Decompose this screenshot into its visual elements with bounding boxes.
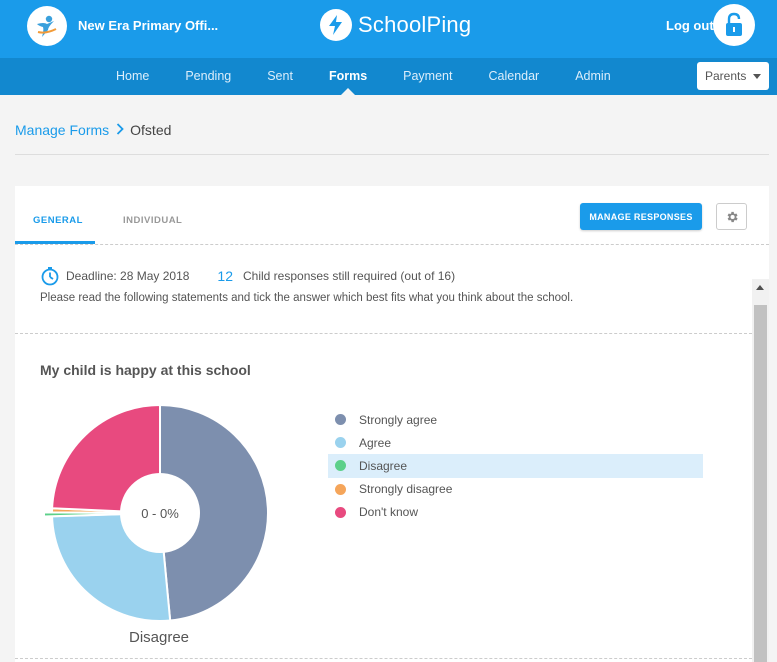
bottom-divider <box>15 658 752 659</box>
timer-icon <box>41 267 59 286</box>
chevron-right-icon <box>116 122 124 138</box>
lock-icon[interactable] <box>713 4 755 46</box>
breadcrumb: Manage Forms Ofsted <box>15 122 171 138</box>
legend-dot-icon <box>335 414 346 426</box>
pie-slice-strongly-agree[interactable] <box>159 403 269 622</box>
nav-forms[interactable]: Forms <box>311 58 385 95</box>
nav-calendar[interactable]: Calendar <box>488 69 540 83</box>
brand-name: SchoolPing <box>358 12 472 37</box>
nav-payment[interactable]: Payment <box>403 69 453 83</box>
legend-item[interactable]: Strongly disagree <box>328 478 703 501</box>
legend-dot-icon <box>335 460 346 472</box>
nav-pending[interactable]: Pending <box>185 69 232 83</box>
nav-items: Home Pending Sent Forms Payment Calendar… <box>98 58 629 95</box>
pie-center-hole <box>120 473 200 553</box>
selected-slice-label: Disagree <box>129 629 190 646</box>
scrollbar-thumb[interactable] <box>754 305 767 662</box>
logout-link[interactable]: Log out <box>666 18 714 33</box>
responses-required-count: 12 <box>217 268 233 284</box>
section-divider <box>15 333 752 334</box>
deadline-text: Deadline: 28 May 2018 <box>66 269 190 283</box>
settings-button[interactable] <box>716 203 747 230</box>
legend-dot-icon <box>335 483 346 495</box>
form-instructions: Please read the following statements and… <box>40 292 574 304</box>
lightning-icon <box>320 9 352 41</box>
breadcrumb-divider <box>15 154 769 155</box>
top-bar: New Era Primary Offi... SchoolPing Log o… <box>0 0 777 58</box>
tab-general[interactable]: GENERAL <box>33 215 83 226</box>
breadcrumb-manage-forms[interactable]: Manage Forms <box>15 122 110 138</box>
legend-label: Disagree <box>359 458 408 473</box>
tabs-divider <box>15 244 769 245</box>
tab-individual[interactable]: INDIVIDUAL <box>123 215 183 226</box>
chevron-down-icon <box>753 73 761 79</box>
legend-dot-icon <box>335 506 346 518</box>
scrollbar[interactable] <box>752 279 769 662</box>
school-name[interactable]: New Era Primary Offi... <box>78 18 219 33</box>
role-select-value: Parents <box>705 69 747 83</box>
deadline-row: Deadline: 28 May 2018 12 Child responses… <box>40 266 455 286</box>
form-results-card: GENERAL INDIVIDUAL MANAGE RESPONSES Dead… <box>15 186 769 662</box>
breadcrumb-current: Ofsted <box>130 122 172 138</box>
nav-admin[interactable]: Admin <box>575 69 611 83</box>
manage-responses-button[interactable]: MANAGE RESPONSES <box>580 203 702 230</box>
legend-item[interactable]: Agree <box>328 431 703 454</box>
pie-center-label: 0 - 0% <box>141 506 179 521</box>
chart-title: My child is happy at this school <box>40 362 251 378</box>
legend-item[interactable]: Disagree <box>328 454 703 478</box>
scroll-up-arrow-icon[interactable] <box>756 285 764 290</box>
nav-home[interactable]: Home <box>116 69 150 83</box>
role-select[interactable]: Parents <box>697 62 769 90</box>
nav-sent[interactable]: Sent <box>267 69 293 83</box>
legend-dot-icon <box>335 437 346 449</box>
main-nav: Home Pending Sent Forms Payment Calendar… <box>0 58 777 95</box>
chart-legend: Strongly agree Agree Disagree Strongly disa… <box>328 408 703 524</box>
legend-label: Strongly disagree <box>359 482 453 497</box>
legend-item[interactable]: Strongly agree <box>328 408 703 431</box>
gear-icon <box>727 211 738 222</box>
legend-label: Agree <box>359 435 392 450</box>
active-tab-indicator <box>15 241 95 244</box>
responses-required-text: Child responses still required (out of 1… <box>243 269 456 283</box>
pie-chart[interactable]: 0 - 0% <box>35 393 285 625</box>
legend-label: Don't know <box>359 505 418 520</box>
legend-item[interactable]: Don't know <box>328 501 703 524</box>
legend-label: Strongly agree <box>359 412 438 427</box>
brand-logo: SchoolPing <box>320 9 471 41</box>
school-logo-icon[interactable] <box>27 6 67 46</box>
